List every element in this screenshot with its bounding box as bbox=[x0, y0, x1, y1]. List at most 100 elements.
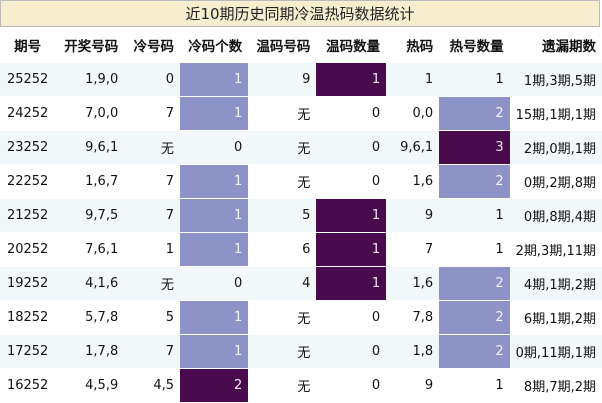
issue-cell: 25252 bbox=[0, 62, 56, 97]
cold-number-cell: 1 bbox=[124, 232, 181, 267]
cold-number-cell: 0 bbox=[124, 62, 181, 97]
table-row: 22252 1,6,7 7 1 无 0 1,6 2 0期,2期,8期 bbox=[0, 164, 602, 199]
draw-number-cell: 5,7,8 bbox=[55, 300, 125, 335]
hot-count-cell: 1 bbox=[439, 198, 510, 233]
cold-count-cell: 1 bbox=[180, 232, 249, 267]
missed-periods-cell: 8期,7期,2期 bbox=[509, 368, 602, 403]
col-header-draw-number: 开奖号码 bbox=[55, 28, 125, 63]
missed-periods-cell: 0期,8期,4期 bbox=[509, 198, 602, 233]
cold-count-cell: 1 bbox=[180, 198, 249, 233]
missed-periods-cell: 15期,1期,1期 bbox=[509, 96, 602, 131]
warm-number-cell: 无 bbox=[248, 368, 317, 403]
issue-cell: 20252 bbox=[0, 232, 56, 267]
table-row: 25252 1,9,0 0 1 9 1 1 1 1期,3期,5期 bbox=[0, 62, 602, 97]
col-header-warm-number: 温码号码 bbox=[248, 28, 317, 63]
cold-number-cell: 7 bbox=[124, 334, 181, 369]
draw-number-cell: 9,6,1 bbox=[55, 130, 125, 165]
warm-count-cell: 1 bbox=[316, 198, 387, 233]
warm-count-cell: 0 bbox=[316, 164, 387, 199]
draw-number-cell: 7,0,0 bbox=[55, 96, 125, 131]
col-header-missed-periods: 遗漏期数 bbox=[509, 28, 602, 63]
issue-cell: 23252 bbox=[0, 130, 56, 165]
warm-count-cell: 0 bbox=[316, 334, 387, 369]
warm-count-cell: 0 bbox=[316, 96, 387, 131]
warm-count-cell: 0 bbox=[316, 368, 387, 403]
hot-number-cell: 7 bbox=[386, 232, 440, 267]
hot-count-cell: 2 bbox=[439, 266, 510, 301]
cold-number-cell: 4,5 bbox=[124, 368, 181, 403]
hot-number-cell: 7,8 bbox=[386, 300, 440, 335]
cold-count-cell: 1 bbox=[180, 164, 249, 199]
cold-count-cell: 1 bbox=[180, 96, 249, 131]
col-header-cold-count: 冷码个数 bbox=[180, 28, 249, 63]
warm-count-cell: 1 bbox=[316, 62, 387, 97]
hot-count-cell: 2 bbox=[439, 164, 510, 199]
cold-number-cell: 7 bbox=[124, 96, 181, 131]
draw-number-cell: 7,6,1 bbox=[55, 232, 125, 267]
cold-count-cell: 2 bbox=[180, 368, 249, 403]
warm-count-cell: 1 bbox=[316, 266, 387, 301]
hot-number-cell: 0,0 bbox=[386, 96, 440, 131]
hot-count-cell: 2 bbox=[439, 96, 510, 131]
hot-count-cell: 1 bbox=[439, 62, 510, 97]
cold-number-cell: 7 bbox=[124, 198, 181, 233]
draw-number-cell: 1,6,7 bbox=[55, 164, 125, 199]
hot-number-cell: 9 bbox=[386, 368, 440, 403]
hot-count-cell: 1 bbox=[439, 368, 510, 403]
hot-count-cell: 2 bbox=[439, 300, 510, 335]
warm-number-cell: 4 bbox=[248, 266, 317, 301]
hot-number-cell: 1,6 bbox=[386, 164, 440, 199]
cold-number-cell: 无 bbox=[124, 130, 181, 165]
cold-count-cell: 1 bbox=[180, 62, 249, 97]
missed-periods-cell: 2期,0期,1期 bbox=[509, 130, 602, 165]
hot-count-cell: 1 bbox=[439, 232, 510, 267]
warm-number-cell: 无 bbox=[248, 164, 317, 199]
missed-periods-cell: 0期,11期,1期 bbox=[509, 334, 602, 369]
table-row: 16252 4,5,9 4,5 2 无 0 9 1 8期,7期,2期 bbox=[0, 368, 602, 403]
draw-number-cell: 1,7,8 bbox=[55, 334, 125, 369]
draw-number-cell: 9,7,5 bbox=[55, 198, 125, 233]
table-row: 23252 9,6,1 无 0 无 0 9,6,1 3 2期,0期,1期 bbox=[0, 130, 602, 165]
warm-number-cell: 9 bbox=[248, 62, 317, 97]
hot-number-cell: 9,6,1 bbox=[386, 130, 440, 165]
table-row: 20252 7,6,1 1 1 6 1 7 1 2期,3期,11期 bbox=[0, 232, 602, 267]
issue-cell: 16252 bbox=[0, 368, 56, 403]
issue-cell: 22252 bbox=[0, 164, 56, 199]
col-header-issue: 期号 bbox=[0, 28, 56, 63]
table-row: 21252 9,7,5 7 1 5 1 9 1 0期,8期,4期 bbox=[0, 198, 602, 233]
warm-count-cell: 0 bbox=[316, 130, 387, 165]
issue-cell: 21252 bbox=[0, 198, 56, 233]
stats-table: 期号 开奖号码 冷号码 冷码个数 温码号码 温码数量 热码 热号数量 遗漏期数 … bbox=[0, 28, 602, 403]
cold-number-cell: 7 bbox=[124, 164, 181, 199]
draw-number-cell: 1,9,0 bbox=[55, 62, 125, 97]
hot-count-cell: 3 bbox=[439, 130, 510, 165]
warm-number-cell: 无 bbox=[248, 334, 317, 369]
warm-number-cell: 无 bbox=[248, 300, 317, 335]
col-header-warm-count: 温码数量 bbox=[316, 28, 387, 63]
missed-periods-cell: 2期,3期,11期 bbox=[509, 232, 602, 267]
issue-cell: 18252 bbox=[0, 300, 56, 335]
warm-number-cell: 5 bbox=[248, 198, 317, 233]
hot-number-cell: 9 bbox=[386, 198, 440, 233]
cold-count-cell: 1 bbox=[180, 334, 249, 369]
cold-number-cell: 5 bbox=[124, 300, 181, 335]
issue-cell: 19252 bbox=[0, 266, 56, 301]
draw-number-cell: 4,5,9 bbox=[55, 368, 125, 403]
warm-number-cell: 无 bbox=[248, 130, 317, 165]
missed-periods-cell: 6期,1期,2期 bbox=[509, 300, 602, 335]
table-row: 18252 5,7,8 5 1 无 0 7,8 2 6期,1期,2期 bbox=[0, 300, 602, 335]
header-row: 期号 开奖号码 冷号码 冷码个数 温码号码 温码数量 热码 热号数量 遗漏期数 bbox=[0, 28, 602, 63]
cold-count-cell: 1 bbox=[180, 300, 249, 335]
cold-count-cell: 0 bbox=[180, 130, 249, 165]
hot-number-cell: 1,6 bbox=[386, 266, 440, 301]
page-title: 近10期历史同期冷温热码数据统计 bbox=[0, 0, 600, 27]
hot-number-cell: 1,8 bbox=[386, 334, 440, 369]
missed-periods-cell: 1期,3期,5期 bbox=[509, 62, 602, 97]
col-header-cold-number: 冷号码 bbox=[124, 28, 181, 63]
issue-cell: 24252 bbox=[0, 96, 56, 131]
col-header-hot-number: 热码 bbox=[386, 28, 440, 63]
draw-number-cell: 4,1,6 bbox=[55, 266, 125, 301]
issue-cell: 17252 bbox=[0, 334, 56, 369]
cold-count-cell: 0 bbox=[180, 266, 249, 301]
